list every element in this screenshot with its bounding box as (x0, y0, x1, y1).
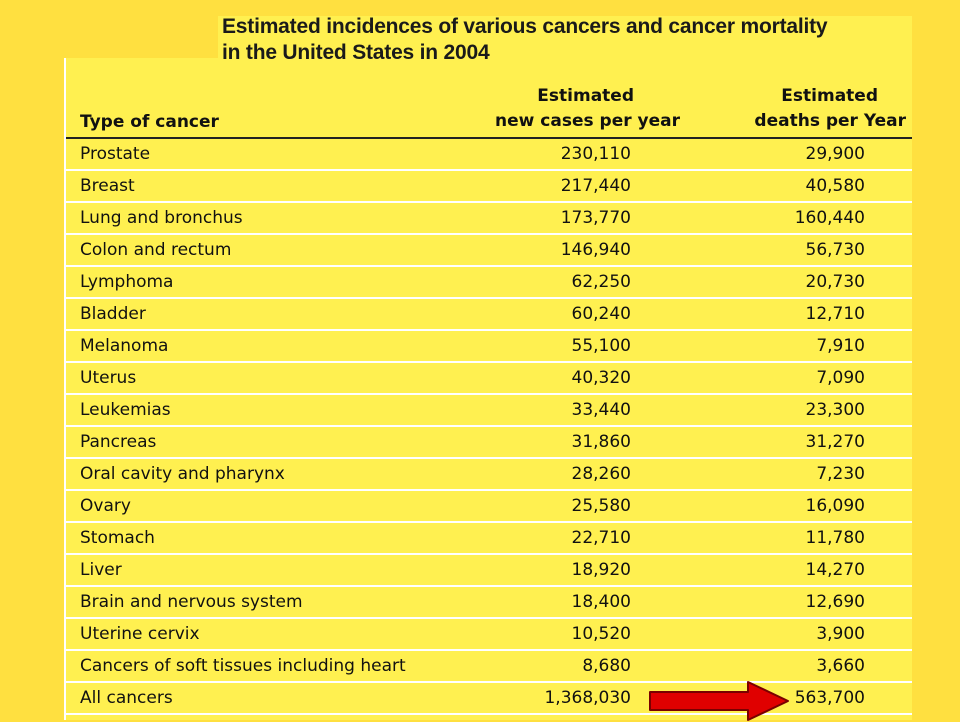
new-cases-cell: 18,400 (571, 592, 631, 612)
header-new-cases-line-1: Estimated (537, 86, 634, 106)
title-line-2: in the United States in 2004 (222, 41, 490, 64)
header-new-cases: Estimated new cases per year (470, 84, 680, 134)
cancer-type-cell: Pancreas (80, 432, 157, 452)
cancer-type-cell: Uterus (80, 368, 137, 388)
table-row: Colon and rectum 146,940 56,730 (66, 235, 912, 267)
table-row: Pancreas 31,860 31,270 (66, 427, 912, 459)
new-cases-cell: 1,368,030 (544, 688, 631, 708)
table-row: Melanoma 55,100 7,910 (66, 331, 912, 363)
deaths-cell: 12,710 (805, 304, 865, 324)
cancer-type-cell: Lung and bronchus (80, 208, 243, 228)
new-cases-cell: 146,940 (560, 240, 631, 260)
cancer-type-cell: Breast (80, 176, 135, 196)
deaths-cell: 29,900 (805, 144, 865, 164)
cancer-type-cell: Cancers of soft tissues including heart (80, 656, 406, 676)
header-deaths-line-1: Estimated (781, 86, 878, 106)
deaths-cell: 7,090 (816, 368, 865, 388)
new-cases-cell: 28,260 (571, 464, 631, 484)
new-cases-cell: 22,710 (571, 528, 631, 548)
new-cases-cell: 25,580 (571, 496, 631, 516)
deaths-cell: 40,580 (805, 176, 865, 196)
table-row: Uterus 40,320 7,090 (66, 363, 912, 395)
cancer-type-cell: Lymphoma (80, 272, 174, 292)
deaths-cell: 12,690 (805, 592, 865, 612)
deaths-cell: 7,230 (816, 464, 865, 484)
new-cases-cell: 8,680 (582, 656, 631, 676)
table-row: Brain and nervous system 18,400 12,690 (66, 587, 912, 619)
deaths-cell: 7,910 (816, 336, 865, 356)
cancer-type-cell: Brain and nervous system (80, 592, 303, 612)
table-row: Oral cavity and pharynx 28,260 7,230 (66, 459, 912, 491)
deaths-cell: 16,090 (805, 496, 865, 516)
cancer-type-cell: Melanoma (80, 336, 169, 356)
header-new-cases-line-2: new cases per year (495, 111, 680, 131)
new-cases-cell: 31,860 (571, 432, 631, 452)
deaths-cell: 31,270 (805, 432, 865, 452)
table-row: Breast 217,440 40,580 (66, 171, 912, 203)
panel-left-edge (64, 58, 66, 720)
deaths-cell: 160,440 (794, 208, 865, 228)
table-row: All cancers 1,368,030 563,700 (66, 683, 912, 715)
header-type-of-cancer: Type of cancer (80, 112, 219, 132)
table-row: Lung and bronchus 173,770 160,440 (66, 203, 912, 235)
panel-notch (64, 16, 218, 58)
header-deaths-line-2: deaths per Year (754, 111, 906, 131)
new-cases-cell: 60,240 (571, 304, 631, 324)
cancer-type-cell: Prostate (80, 144, 151, 164)
slide-title: Estimated incidences of various cancers … (222, 14, 902, 66)
new-cases-cell: 230,110 (560, 144, 631, 164)
cancer-type-cell: Liver (80, 560, 122, 580)
cancer-type-cell: Ovary (80, 496, 131, 516)
red-right-arrow-icon (649, 681, 789, 721)
deaths-cell: 3,900 (816, 624, 865, 644)
deaths-cell: 20,730 (805, 272, 865, 292)
table-row: Bladder 60,240 12,710 (66, 299, 912, 331)
deaths-cell: 14,270 (805, 560, 865, 580)
table-row: Stomach 22,710 11,780 (66, 523, 912, 555)
deaths-cell: 3,660 (816, 656, 865, 676)
cancer-type-cell: All cancers (80, 688, 173, 708)
cancer-type-cell: Leukemias (80, 400, 171, 420)
table-row: Ovary 25,580 16,090 (66, 491, 912, 523)
cancer-table-body: Prostate 230,110 29,900 Breast 217,440 40,580… (66, 139, 912, 715)
table-row: Cancers of soft tissues including heart 8… (66, 651, 912, 683)
cancer-type-cell: Colon and rectum (80, 240, 232, 260)
table-row: Uterine cervix 10,520 3,900 (66, 619, 912, 651)
table-panel (64, 16, 912, 720)
deaths-cell: 563,700 (794, 688, 865, 708)
cancer-type-cell: Stomach (80, 528, 155, 548)
deaths-cell: 23,300 (805, 400, 865, 420)
cancer-type-cell: Bladder (80, 304, 146, 324)
header-deaths: Estimated deaths per Year (700, 84, 906, 134)
new-cases-cell: 40,320 (571, 368, 631, 388)
header-divider (66, 137, 912, 139)
table-row: Prostate 230,110 29,900 (66, 139, 912, 171)
table-row: Liver 18,920 14,270 (66, 555, 912, 587)
title-line-1: Estimated incidences of various cancers … (222, 15, 828, 38)
new-cases-cell: 55,100 (571, 336, 631, 356)
new-cases-cell: 62,250 (571, 272, 631, 292)
deaths-cell: 11,780 (805, 528, 865, 548)
new-cases-cell: 10,520 (571, 624, 631, 644)
table-row: Lymphoma 62,250 20,730 (66, 267, 912, 299)
deaths-cell: 56,730 (805, 240, 865, 260)
new-cases-cell: 173,770 (560, 208, 631, 228)
table-row: Leukemias 33,440 23,300 (66, 395, 912, 427)
new-cases-cell: 33,440 (571, 400, 631, 420)
cancer-type-cell: Uterine cervix (80, 624, 200, 644)
cancer-type-cell: Oral cavity and pharynx (80, 464, 285, 484)
new-cases-cell: 217,440 (560, 176, 631, 196)
new-cases-cell: 18,920 (571, 560, 631, 580)
